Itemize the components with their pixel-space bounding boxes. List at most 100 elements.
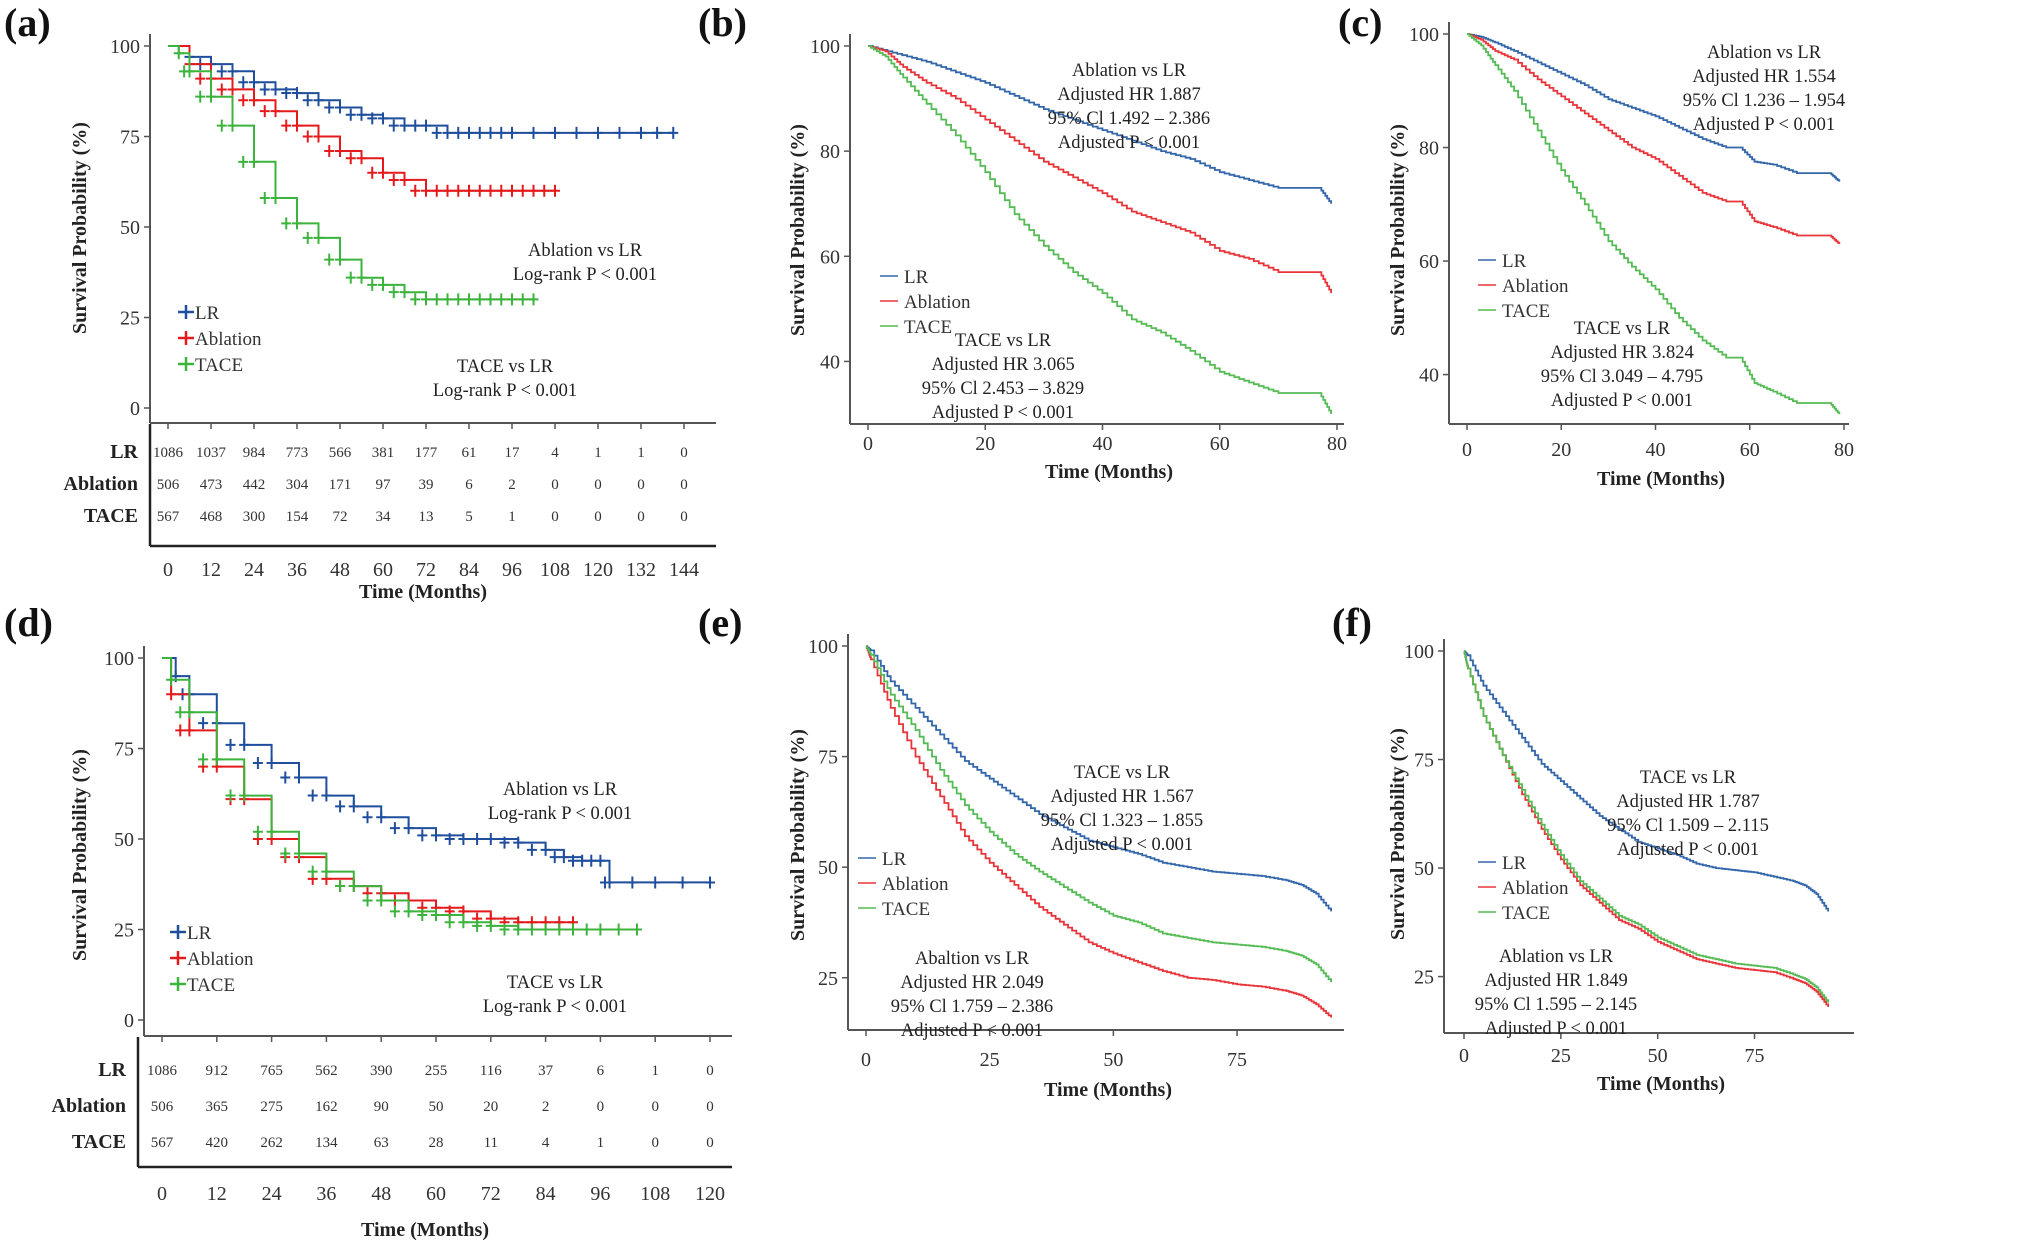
risk-cell: 765 xyxy=(260,1063,283,1079)
legend-label: TACE xyxy=(1502,301,1550,322)
annotation-line: Adjusted P < 0.001 xyxy=(1693,115,1835,135)
x-tick-label: 20 xyxy=(1551,439,1571,461)
x-tick-label: 50 xyxy=(1648,1045,1668,1067)
y-tick-label: 0 xyxy=(124,1010,134,1032)
stat-annotation: Ablation vs LR Log-rank P < 0.001 xyxy=(488,780,632,824)
stat-annotation: Ablation vs LR Log-rank P < 0.001 xyxy=(513,241,657,285)
risk-cell: 63 xyxy=(374,1135,389,1151)
censor-mark xyxy=(595,923,606,936)
x-axis-title: Time (Months) xyxy=(1044,1079,1172,1101)
risk-row-label: LR xyxy=(110,441,138,463)
annotation-line: Adjusted HR 1.787 xyxy=(1616,792,1759,812)
censor-mark xyxy=(302,94,313,107)
censor-mark xyxy=(403,822,414,835)
censor-mark xyxy=(175,706,186,719)
censor-mark xyxy=(166,688,177,701)
risk-cell: 0 xyxy=(706,1063,714,1079)
censor-mark xyxy=(321,789,332,802)
censor-mark xyxy=(307,789,318,802)
risk-cell: 468 xyxy=(200,509,223,525)
panel-label: (c) xyxy=(1338,0,1382,45)
annotation-line: Log-rank P < 0.001 xyxy=(483,997,627,1017)
y-tick-label: 80 xyxy=(1419,138,1439,160)
series-line-lr xyxy=(162,657,710,884)
risk-cell: 567 xyxy=(151,1135,174,1151)
censor-mark xyxy=(227,119,238,132)
censor-mark xyxy=(550,184,560,197)
legend-item-tace: TACE xyxy=(170,975,235,996)
censor-mark xyxy=(166,673,177,686)
legend-label: TACE xyxy=(1502,903,1550,924)
risk-cell: 0 xyxy=(594,477,602,493)
legend-label: Ablation xyxy=(904,292,971,313)
risk-cell: 1 xyxy=(637,445,645,461)
censor-mark xyxy=(421,293,431,306)
x-tick-label: 84 xyxy=(536,1183,556,1205)
y-tick-label: 100 xyxy=(1409,24,1439,46)
censor-mark xyxy=(249,94,259,107)
risk-cell: 1037 xyxy=(196,445,227,461)
censor-mark xyxy=(581,923,592,936)
censor-mark xyxy=(631,923,642,936)
censor-mark xyxy=(442,184,453,197)
x-tick-label: 120 xyxy=(695,1183,725,1205)
censor-mark xyxy=(321,865,332,878)
risk-cell: 0 xyxy=(706,1135,714,1151)
censor-mark xyxy=(313,94,324,107)
censor-mark xyxy=(399,119,410,132)
x-tick-label: 40 xyxy=(1093,433,1113,455)
x-tick-label: 25 xyxy=(980,1049,1000,1071)
censor-mark xyxy=(281,217,292,230)
legend-swatch xyxy=(170,977,186,991)
y-tick-label: 25 xyxy=(114,920,134,942)
x-tick-label: 50 xyxy=(1103,1049,1123,1071)
censor-mark xyxy=(496,126,507,139)
stat-annotation: TACE vs LR Log-rank P < 0.001 xyxy=(483,973,627,1017)
y-axis-title: Survival Probability (%) xyxy=(787,124,809,336)
censor-mark xyxy=(474,126,485,139)
y-tick-label: 75 xyxy=(120,127,140,149)
risk-cell: 0 xyxy=(551,477,559,493)
censor-mark xyxy=(568,923,578,936)
x-tick-label: 108 xyxy=(640,1183,670,1205)
legend-label: Ablation xyxy=(1502,878,1569,899)
x-axis-title: Time (Months) xyxy=(1045,461,1173,483)
censor-mark xyxy=(549,851,560,864)
censor-mark xyxy=(652,126,663,139)
risk-cell: 0 xyxy=(551,509,559,525)
panel-label: (d) xyxy=(4,600,53,645)
legend-item-lr: LR xyxy=(178,303,220,324)
risk-cell: 1086 xyxy=(147,1063,178,1079)
censor-mark xyxy=(485,833,496,845)
legend-label: LR xyxy=(195,303,220,324)
y-tick-label: 100 xyxy=(1404,641,1434,663)
annotation-line: Log-rank P < 0.001 xyxy=(488,804,632,824)
censor-mark xyxy=(421,184,431,197)
panel-c: (c) 40 60 80 100 Survival Probability (%) 0 20 4… xyxy=(1338,0,1854,490)
censor-mark xyxy=(280,847,291,860)
annotation-line: TACE vs LR xyxy=(507,973,604,993)
y-axis-title: Survival Probability (%) xyxy=(69,122,91,334)
y-tick-label: 25 xyxy=(1414,967,1434,989)
censor-mark xyxy=(403,905,414,918)
risk-cell: 20 xyxy=(483,1099,498,1115)
stat-annotation: TACE vs LR Adjusted HR 1.567 95% Cl 1.323 … xyxy=(1041,763,1203,855)
legend-swatch xyxy=(170,951,186,965)
censor-mark xyxy=(280,771,291,784)
censor-mark xyxy=(513,836,524,849)
censor-mark xyxy=(356,271,367,284)
censor-mark xyxy=(568,854,578,867)
series-line-ablation xyxy=(1467,33,1841,244)
censor-mark xyxy=(335,101,345,114)
risk-cell: 0 xyxy=(637,509,645,525)
censor-mark xyxy=(431,184,442,197)
annotation-line: TACE vs LR xyxy=(457,357,554,377)
annotation-line: Adjusted HR 1.849 xyxy=(1484,971,1627,991)
x-tick-label: 20 xyxy=(975,433,995,455)
legend-label: TACE xyxy=(195,355,243,376)
legend-item-tace: TACE xyxy=(880,317,952,338)
censor-mark xyxy=(238,155,249,168)
censor-mark xyxy=(227,65,238,78)
risk-cell: 1086 xyxy=(153,445,184,461)
